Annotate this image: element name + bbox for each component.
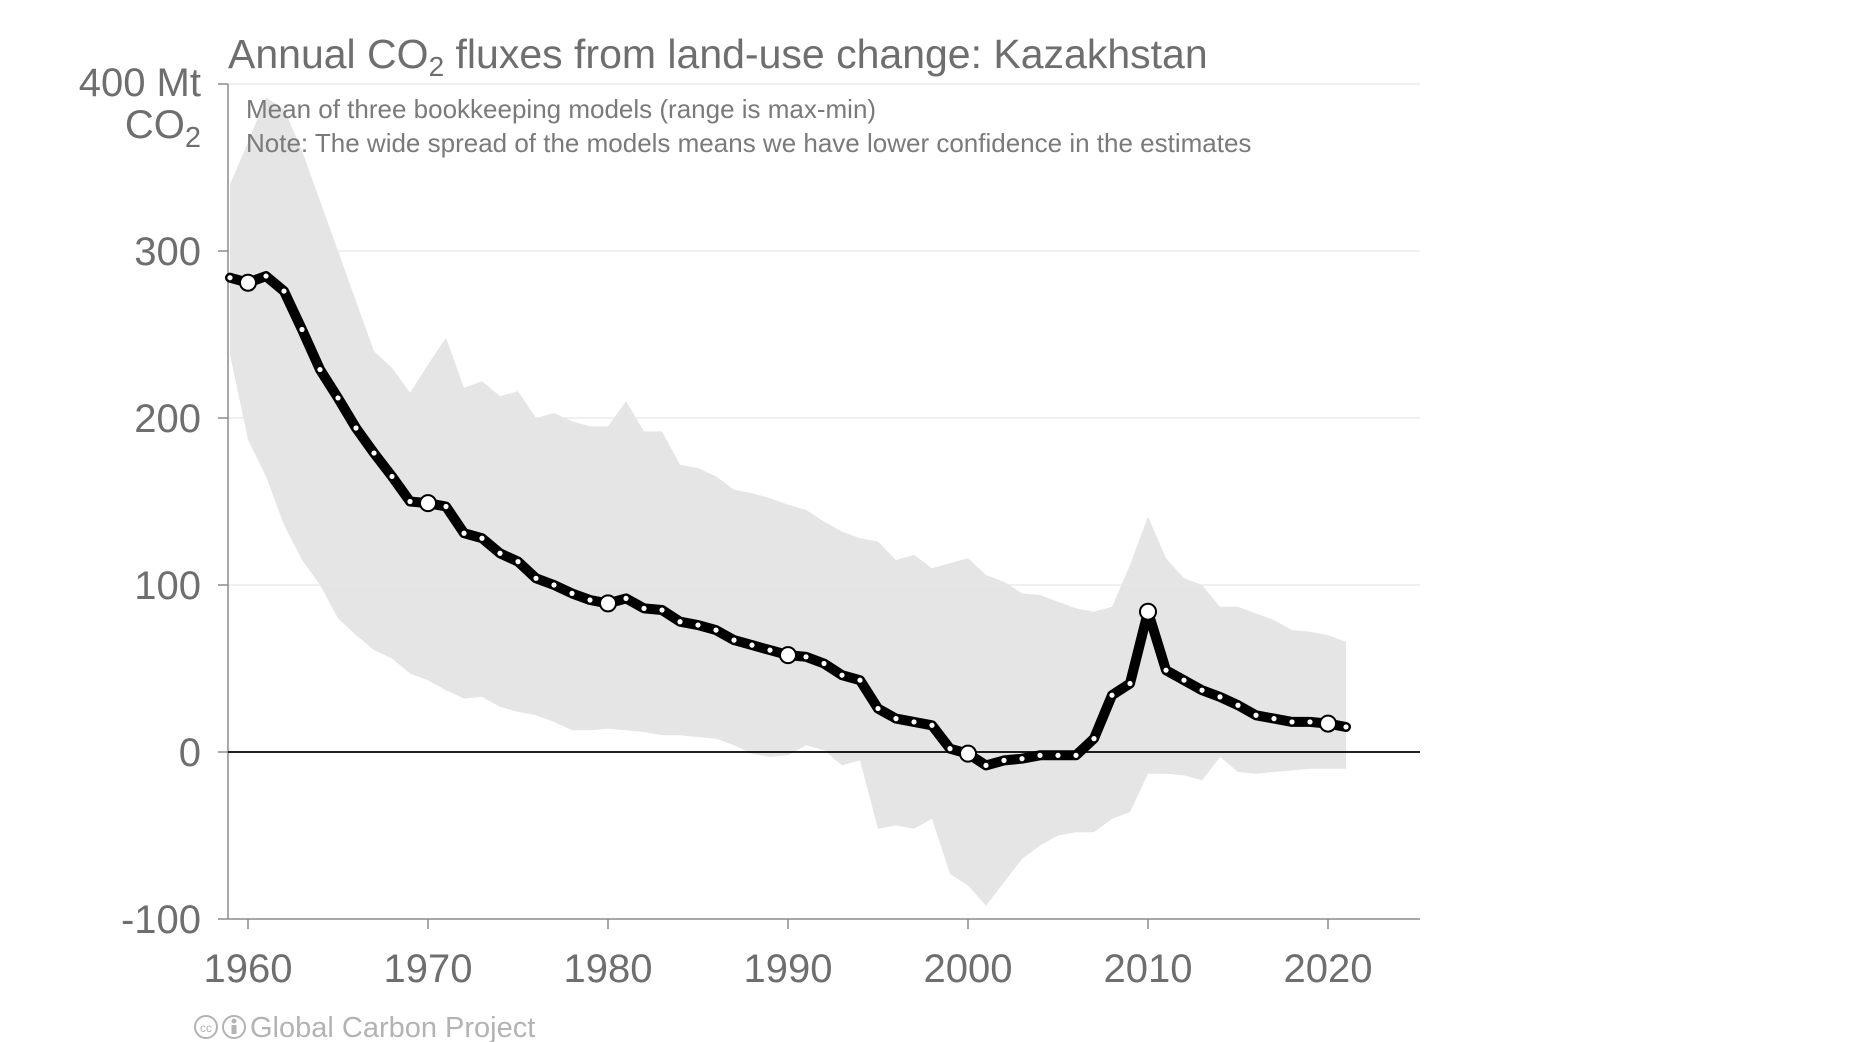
data-point xyxy=(281,288,287,294)
y-axis-unit-line1: 400 Mt xyxy=(79,61,201,105)
data-point xyxy=(1217,694,1223,700)
data-point xyxy=(227,275,233,281)
data-point xyxy=(1127,680,1133,687)
x-tick-label: 1990 xyxy=(744,947,833,991)
data-point xyxy=(1199,687,1205,693)
x-tick-label: 1970 xyxy=(384,947,473,991)
data-point xyxy=(443,503,449,510)
data-point xyxy=(299,326,305,333)
data-point xyxy=(1289,719,1295,725)
highlight-point xyxy=(419,494,437,513)
data-point xyxy=(911,719,917,725)
range-band-layer xyxy=(0,0,1346,1042)
highlight-point xyxy=(779,646,797,665)
data-point xyxy=(1037,752,1043,758)
data-point xyxy=(533,575,539,581)
data-point xyxy=(857,677,863,683)
x-tick-label: 2010 xyxy=(1104,947,1193,991)
highlight-point xyxy=(599,594,617,613)
data-point xyxy=(1019,756,1025,762)
data-point xyxy=(875,705,881,712)
y-axis-unit-line2: CO2 xyxy=(125,103,201,154)
footer-text: Global Carbon Project xyxy=(250,1012,535,1042)
chart-note-1: Mean of three bookkeeping models (range … xyxy=(246,94,876,124)
data-point xyxy=(515,559,521,565)
data-point xyxy=(659,607,665,613)
chart-title: Annual CO2 fluxes from land-use change: … xyxy=(228,31,1208,82)
data-point xyxy=(1181,677,1187,683)
x-tick-label: 1960 xyxy=(204,947,293,991)
data-point xyxy=(569,590,575,596)
data-point xyxy=(893,716,899,722)
cc-icon: cc xyxy=(194,1015,218,1039)
x-tick-label: 2020 xyxy=(1284,947,1373,991)
y-tick-label: 200 xyxy=(134,397,201,441)
data-point xyxy=(947,746,953,752)
data-point xyxy=(929,722,935,728)
data-point xyxy=(1055,752,1061,758)
data-point xyxy=(1235,702,1241,708)
data-point xyxy=(263,273,269,279)
range-band xyxy=(230,97,1346,906)
data-point xyxy=(1073,752,1079,758)
data-point xyxy=(1253,712,1259,718)
data-point xyxy=(677,619,683,625)
y-tick-label: 300 xyxy=(134,230,201,274)
data-point xyxy=(623,595,629,601)
y-tick-label: 0 xyxy=(179,731,201,775)
y-tick-label: 100 xyxy=(134,564,201,608)
data-point xyxy=(713,627,719,633)
highlight-point xyxy=(959,744,977,763)
chart-note-2: Note: The wide spread of the models mean… xyxy=(246,128,1251,158)
data-point xyxy=(461,530,467,536)
data-point xyxy=(497,550,503,556)
gridlines xyxy=(228,83,1420,586)
data-point xyxy=(1307,719,1313,725)
data-point xyxy=(317,366,323,373)
data-point xyxy=(353,425,359,431)
data-point xyxy=(731,637,737,643)
data-point xyxy=(767,647,773,653)
data-point xyxy=(1091,736,1097,742)
data-point xyxy=(839,672,845,678)
data-point xyxy=(1109,692,1115,698)
data-point xyxy=(1271,716,1277,722)
footer: cc Global Carbon Project xyxy=(194,1012,535,1042)
highlight-point xyxy=(1139,602,1157,621)
data-point xyxy=(641,605,647,611)
data-point xyxy=(1343,724,1349,730)
by-icon xyxy=(222,1015,246,1039)
x-tick-label: 2000 xyxy=(924,947,1013,991)
highlight-point xyxy=(1319,714,1337,733)
y-tick-label: -100 xyxy=(121,898,201,942)
markers-layer xyxy=(227,273,1349,768)
data-point xyxy=(551,582,557,588)
data-point xyxy=(389,473,395,480)
data-point xyxy=(407,498,413,505)
svg-text:cc: cc xyxy=(200,1021,212,1035)
data-point xyxy=(695,622,701,628)
data-point xyxy=(1001,757,1007,763)
data-point xyxy=(749,642,755,648)
data-point xyxy=(1163,667,1169,673)
highlight-point xyxy=(239,273,257,292)
data-point xyxy=(803,654,809,660)
data-point xyxy=(479,535,485,541)
data-point xyxy=(371,450,377,456)
data-point xyxy=(335,395,341,401)
data-point xyxy=(587,597,593,603)
plot-left-mask xyxy=(0,0,228,1042)
data-point xyxy=(821,660,827,667)
axes xyxy=(218,83,1420,929)
data-point xyxy=(983,762,989,768)
x-tick-label: 1980 xyxy=(564,947,653,991)
